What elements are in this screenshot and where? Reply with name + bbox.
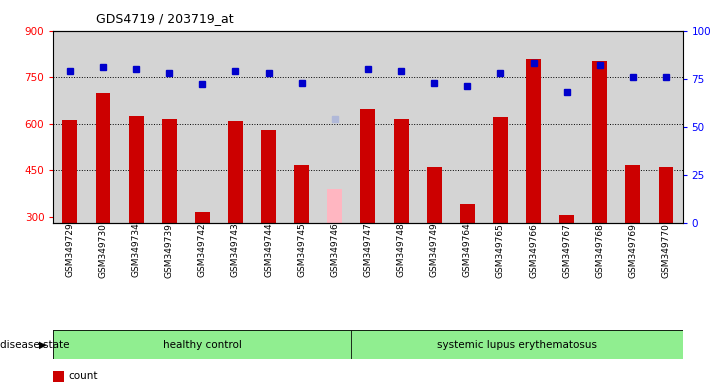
Bar: [460, 204, 475, 223]
Bar: [53, 330, 351, 359]
Text: GSM349729: GSM349729: [65, 223, 75, 278]
Bar: [195, 212, 210, 223]
Text: GSM349767: GSM349767: [562, 223, 571, 278]
Bar: [294, 164, 309, 223]
Bar: [129, 116, 144, 223]
Bar: [484, 31, 517, 223]
Bar: [592, 61, 607, 223]
Text: GSM349744: GSM349744: [264, 223, 273, 277]
Text: GSM349765: GSM349765: [496, 223, 505, 278]
Text: GDS4719 / 203719_at: GDS4719 / 203719_at: [96, 12, 234, 25]
Bar: [53, 31, 87, 223]
Bar: [559, 215, 574, 223]
Text: GSM349745: GSM349745: [297, 223, 306, 278]
Bar: [261, 131, 276, 223]
Text: healthy control: healthy control: [163, 339, 242, 350]
Bar: [153, 31, 186, 223]
Text: ▶: ▶: [38, 339, 46, 350]
Bar: [351, 31, 385, 223]
Bar: [219, 31, 252, 223]
Text: GSM349742: GSM349742: [198, 223, 207, 277]
Text: GSM349766: GSM349766: [529, 223, 538, 278]
Text: GSM349748: GSM349748: [397, 223, 405, 278]
Bar: [626, 164, 641, 223]
Bar: [451, 31, 484, 223]
Bar: [493, 118, 508, 223]
Text: systemic lupus erythematosus: systemic lupus erythematosus: [437, 339, 597, 350]
Text: GSM349769: GSM349769: [629, 223, 637, 278]
Bar: [658, 167, 673, 223]
Bar: [319, 31, 351, 223]
Bar: [550, 31, 583, 223]
Bar: [360, 109, 375, 223]
Text: GSM349746: GSM349746: [331, 223, 339, 278]
Text: GSM349730: GSM349730: [99, 223, 107, 278]
Bar: [394, 119, 409, 223]
Bar: [95, 93, 110, 223]
Bar: [649, 31, 683, 223]
Bar: [119, 31, 153, 223]
Text: GSM349743: GSM349743: [231, 223, 240, 278]
Bar: [351, 330, 683, 359]
Text: GSM349768: GSM349768: [595, 223, 604, 278]
Text: GSM349749: GSM349749: [429, 223, 439, 278]
Bar: [427, 167, 442, 223]
Bar: [285, 31, 319, 223]
Bar: [385, 31, 417, 223]
Bar: [162, 119, 177, 223]
Text: GSM349764: GSM349764: [463, 223, 472, 278]
Bar: [417, 31, 451, 223]
Text: GSM349770: GSM349770: [661, 223, 670, 278]
Bar: [616, 31, 649, 223]
Text: GSM349739: GSM349739: [165, 223, 173, 278]
Bar: [252, 31, 285, 223]
Text: GSM349747: GSM349747: [363, 223, 373, 278]
Bar: [186, 31, 219, 223]
Text: GSM349734: GSM349734: [132, 223, 141, 278]
Bar: [583, 31, 616, 223]
Bar: [228, 121, 243, 223]
Bar: [87, 31, 119, 223]
Bar: [63, 120, 77, 223]
Bar: [526, 59, 541, 223]
Text: count: count: [68, 371, 97, 381]
Bar: [327, 189, 342, 223]
Bar: [517, 31, 550, 223]
Bar: [53, 371, 64, 382]
Text: disease state: disease state: [0, 339, 70, 350]
